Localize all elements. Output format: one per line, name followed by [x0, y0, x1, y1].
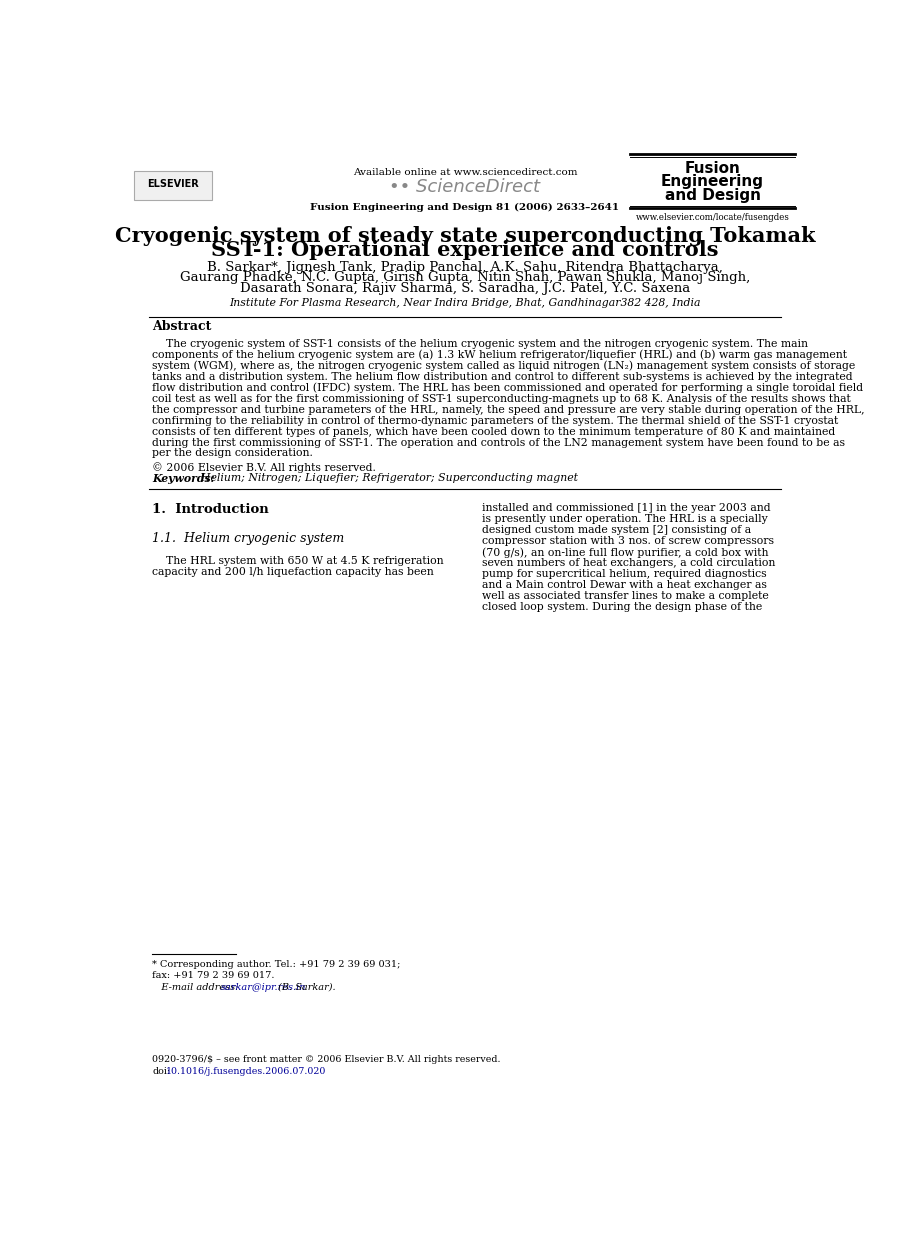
- Text: B. Sarkar*, Jignesh Tank, Pradip Panchal, A.K. Sahu, Ritendra Bhattacharya,: B. Sarkar*, Jignesh Tank, Pradip Panchal…: [207, 261, 723, 275]
- Text: 0920-3796/$ – see front matter © 2006 Elsevier B.V. All rights reserved.: 0920-3796/$ – see front matter © 2006 El…: [152, 1055, 501, 1064]
- Text: Helium; Nitrogen; Liquefier; Refrigerator; Superconducting magnet: Helium; Nitrogen; Liquefier; Refrigerato…: [194, 474, 578, 484]
- Text: www.elsevier.com/locate/fusengdes: www.elsevier.com/locate/fusengdes: [636, 213, 790, 221]
- Text: flow distribution and control (IFDC) system. The HRL has been commissioned and o: flow distribution and control (IFDC) sys…: [152, 382, 863, 393]
- Text: per the design consideration.: per the design consideration.: [152, 449, 313, 459]
- Text: the compressor and turbine parameters of the HRL, namely, the speed and pressure: the compressor and turbine parameters of…: [152, 404, 864, 414]
- Text: Keywords:: Keywords:: [152, 474, 215, 484]
- Text: sarkar@ipr.res.in: sarkar@ipr.res.in: [221, 983, 307, 992]
- Text: closed loop system. During the design phase of the: closed loop system. During the design ph…: [483, 602, 763, 612]
- Text: doi:: doi:: [152, 1066, 171, 1076]
- Text: (70 g/s), an on-line full flow purifier, a cold box with: (70 g/s), an on-line full flow purifier,…: [483, 547, 769, 558]
- Text: during the first commissioning of SST-1. The operation and controls of the LN2 m: during the first commissioning of SST-1.…: [152, 438, 845, 448]
- Text: * Corresponding author. Tel.: +91 79 2 39 69 031;: * Corresponding author. Tel.: +91 79 2 3…: [152, 960, 400, 969]
- Text: Fusion: Fusion: [685, 161, 740, 177]
- Text: consists of ten different types of panels, which have been cooled down to the mi: consists of ten different types of panel…: [152, 427, 835, 437]
- Text: and Design: and Design: [665, 188, 761, 203]
- Text: fax: +91 79 2 39 69 017.: fax: +91 79 2 39 69 017.: [152, 971, 275, 981]
- Text: seven numbers of heat exchangers, a cold circulation: seven numbers of heat exchangers, a cold…: [483, 558, 775, 568]
- Text: Cryogenic system of steady state superconducting Tokamak: Cryogenic system of steady state superco…: [114, 226, 815, 246]
- Text: E-mail address:: E-mail address:: [152, 983, 241, 992]
- Text: SST-1: Operational experience and controls: SST-1: Operational experience and contro…: [211, 240, 718, 260]
- Text: well as associated transfer lines to make a complete: well as associated transfer lines to mak…: [483, 591, 769, 601]
- Text: 1.1.  Helium cryogenic system: 1.1. Helium cryogenic system: [152, 532, 345, 544]
- Text: The cryogenic system of SST-1 consists of the helium cryogenic system and the ni: The cryogenic system of SST-1 consists o…: [152, 339, 808, 349]
- Text: Gaurang Phadke, N.C. Gupta, Girish Gupta, Nitin Shah, Pawan Shukla, Manoj Singh,: Gaurang Phadke, N.C. Gupta, Girish Gupta…: [180, 271, 750, 285]
- Text: tanks and a distribution system. The helium flow distribution and control to dif: tanks and a distribution system. The hel…: [152, 372, 853, 382]
- FancyBboxPatch shape: [134, 171, 212, 200]
- Text: confirming to the reliability in control of thermo-dynamic parameters of the sys: confirming to the reliability in control…: [152, 416, 838, 426]
- Text: is presently under operation. The HRL is a specially: is presently under operation. The HRL is…: [483, 515, 768, 524]
- Text: compressor station with 3 nos. of screw compressors: compressor station with 3 nos. of screw …: [483, 536, 775, 546]
- Text: components of the helium cryogenic system are (a) 1.3 kW helium refrigerator/liq: components of the helium cryogenic syste…: [152, 350, 847, 360]
- Text: system (WGM), where as, the nitrogen cryogenic system called as liquid nitrogen : system (WGM), where as, the nitrogen cry…: [152, 361, 855, 371]
- Text: and a Main control Dewar with a heat exchanger as: and a Main control Dewar with a heat exc…: [483, 580, 767, 590]
- Text: installed and commissioned [1] in the year 2003 and: installed and commissioned [1] in the ye…: [483, 503, 771, 513]
- Text: designed custom made system [2] consisting of a: designed custom made system [2] consisti…: [483, 526, 752, 536]
- Text: •• ScienceDirect: •• ScienceDirect: [389, 178, 541, 195]
- Text: Engineering: Engineering: [661, 174, 764, 189]
- Text: coil test as well as for the first commissioning of SST-1 superconducting-magnet: coil test as well as for the first commi…: [152, 393, 851, 403]
- Text: Institute For Plasma Research, Near Indira Bridge, Bhat, Gandhinagar382 428, Ind: Institute For Plasma Research, Near Indi…: [229, 298, 700, 308]
- Text: (B. Sarkar).: (B. Sarkar).: [275, 983, 336, 992]
- Text: pump for supercritical helium, required diagnostics: pump for supercritical helium, required …: [483, 569, 767, 579]
- Text: 1.  Introduction: 1. Introduction: [152, 503, 268, 516]
- Text: ELSEVIER: ELSEVIER: [147, 178, 199, 189]
- Text: © 2006 Elsevier B.V. All rights reserved.: © 2006 Elsevier B.V. All rights reserved…: [152, 463, 375, 473]
- Text: Fusion Engineering and Design 81 (2006) 2633–2641: Fusion Engineering and Design 81 (2006) …: [310, 203, 619, 212]
- Text: Available online at www.sciencedirect.com: Available online at www.sciencedirect.co…: [353, 168, 577, 177]
- Text: 10.1016/j.fusengdes.2006.07.020: 10.1016/j.fusengdes.2006.07.020: [166, 1066, 327, 1076]
- Text: The HRL system with 650 W at 4.5 K refrigeration: The HRL system with 650 W at 4.5 K refri…: [152, 555, 444, 565]
- Text: capacity and 200 l/h liquefaction capacity has been: capacity and 200 l/h liquefaction capaci…: [152, 567, 434, 576]
- Text: Abstract: Abstract: [152, 320, 211, 333]
- Text: Dasarath Sonara, Rajiv Sharma, S. Saradha, J.C. Patel, Y.C. Saxena: Dasarath Sonara, Rajiv Sharma, S. Saradh…: [239, 282, 690, 294]
